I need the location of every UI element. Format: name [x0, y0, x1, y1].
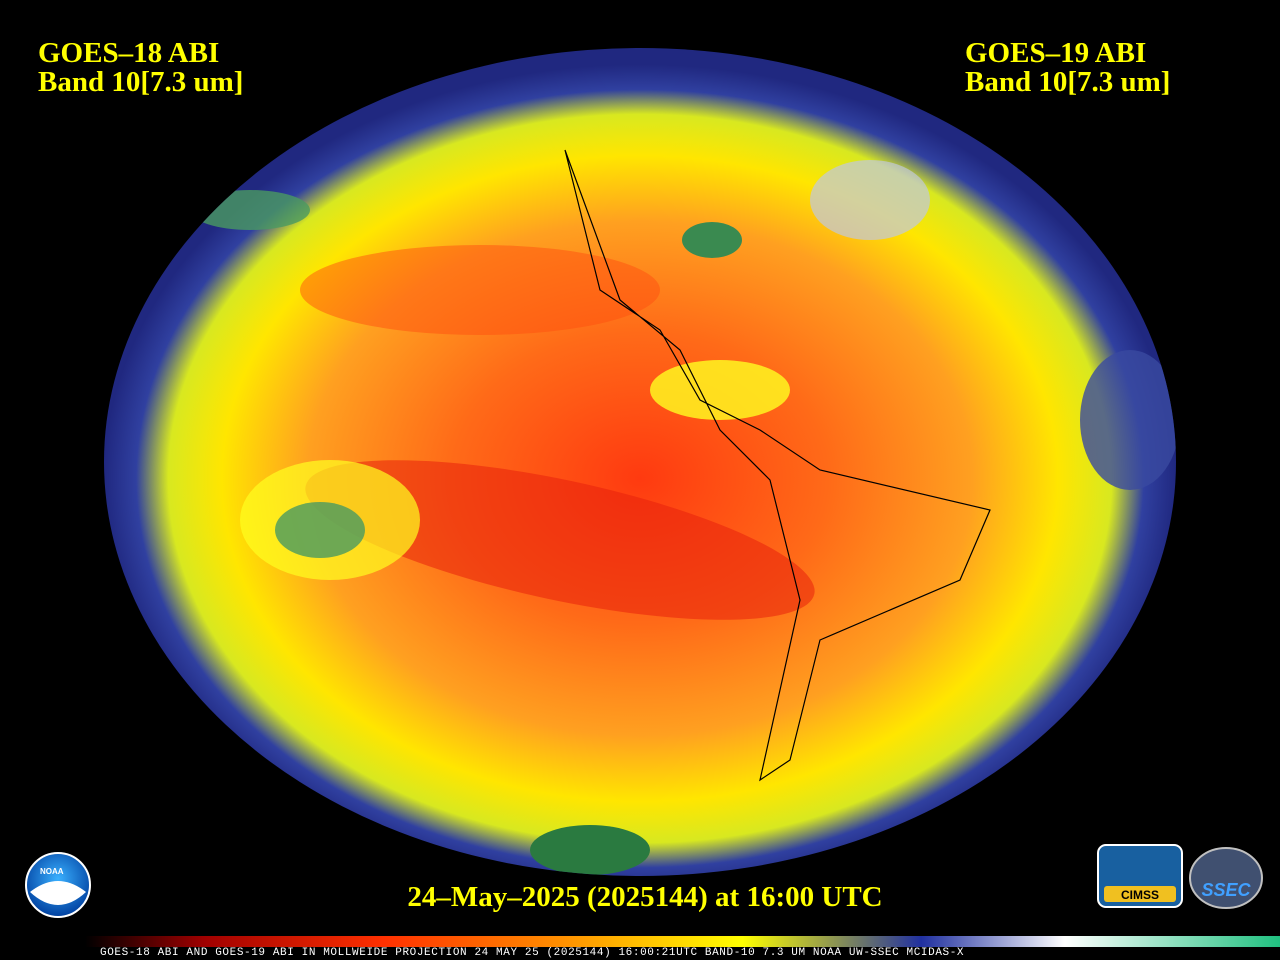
timestamp: 24–May–2025 (2025144) at 16:00 UTC: [407, 881, 882, 913]
color-bar: [85, 936, 1280, 947]
logo-text: SSEC: [1201, 880, 1251, 900]
left-satellite: GOES–18 ABI: [38, 37, 219, 69]
logo-band: [1104, 886, 1176, 902]
dry-band: [305, 460, 815, 620]
logo-text: CIMSS: [1121, 888, 1159, 902]
left-band: Band 10[7.3 um]: [38, 66, 243, 98]
cimss-logo: CIMSS: [1097, 844, 1183, 908]
moist-region: [650, 360, 790, 420]
right-satellite: GOES–19 ABI: [965, 37, 1146, 69]
cloud-top: [190, 190, 310, 230]
logo-wave: [30, 881, 86, 905]
cloud-top: [275, 502, 365, 558]
ssec-logo: SSEC: [1189, 847, 1263, 909]
logo-text: NOAA: [40, 867, 64, 876]
cloud-region: [1080, 350, 1176, 490]
cloud-top: [530, 825, 650, 875]
cloud-features: [190, 160, 1176, 875]
cloud-region: [810, 160, 930, 240]
coastline: [564, 149, 991, 782]
footer-caption: GOES-18 ABI AND GOES-19 ABI IN MOLLWEIDE…: [100, 947, 964, 959]
noaa-logo: NOAA: [25, 852, 91, 918]
cloud-top: [682, 222, 742, 258]
logo-globe: [1189, 847, 1263, 909]
globe-image: [104, 48, 1176, 876]
right-band: Band 10[7.3 um]: [965, 66, 1170, 98]
dry-band: [300, 245, 660, 335]
